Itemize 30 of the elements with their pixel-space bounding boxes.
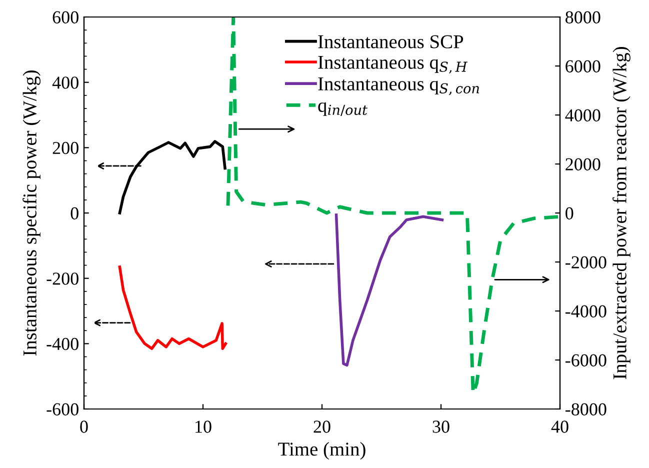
y2-tick-label: -8000 <box>566 403 606 416</box>
line-series <box>118 266 227 350</box>
y-axis-title: Instantaneous specific power (W/kg) <box>22 70 40 356</box>
y2-tick-label: 0 <box>566 207 574 220</box>
y2-tick-label: 2000 <box>566 158 600 170</box>
x-axis-title: Time (min) <box>278 442 366 460</box>
y2-tick-label: -6000 <box>566 354 606 366</box>
y-tick-label: 0 <box>70 207 78 220</box>
y-tick-label: 400 <box>52 76 78 89</box>
y2-tick-label: 8000 <box>566 11 600 24</box>
line-series <box>334 214 444 367</box>
x-tick-label: 40 <box>551 420 568 433</box>
y-tick-label: -200 <box>46 272 78 285</box>
legend-label: Instantaneous SCP <box>318 35 464 48</box>
y-tick-label: 200 <box>52 142 78 154</box>
x-tick-label: 10 <box>196 420 212 433</box>
y2-tick-label: 4000 <box>565 109 600 122</box>
y2-axis-title: Input/extracted power from reactor (W/kg) <box>612 47 630 380</box>
legend-label: Instantaneous q$_{S,con}$ <box>318 78 480 96</box>
y2-tick-label: -4000 <box>566 305 606 318</box>
legend-label: q$_{in/out}$ <box>318 102 368 116</box>
y-tick-label: 600 <box>52 11 78 24</box>
y2-tick-label: -2000 <box>566 256 606 268</box>
x-tick-label: 0 <box>80 420 88 433</box>
y2-tick-label: 6000 <box>566 60 600 72</box>
x-tick-label: 30 <box>432 420 450 433</box>
legend-label: Instantaneous q$_{S,H}$ <box>318 56 468 74</box>
x-tick-label: 20 <box>314 420 330 433</box>
y-tick-label: -600 <box>46 403 78 416</box>
y-tick-label: -400 <box>46 338 78 350</box>
